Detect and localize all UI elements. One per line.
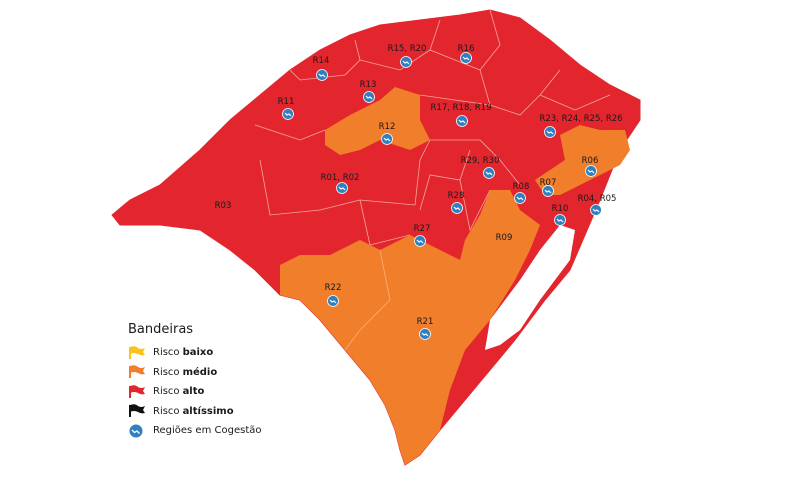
- region-label: R27: [414, 224, 431, 234]
- region-label: R13: [360, 80, 377, 90]
- handshake-icon: [462, 56, 470, 61]
- handshake-icon: [416, 239, 424, 244]
- handshake-icon: [383, 137, 391, 142]
- cogestao-icon: [129, 424, 143, 438]
- legend-item: Regiões em Cogestão: [128, 421, 262, 441]
- region-border-r22-r21: [344, 249, 391, 351]
- legend-label: Risco: [153, 347, 180, 359]
- legend-label: Risco: [153, 366, 180, 378]
- handshake-icon: [546, 130, 554, 135]
- legend-title: Bandeiras: [128, 322, 194, 337]
- legend-label-level: baixo: [182, 347, 214, 359]
- region-label: R15, R20: [388, 44, 427, 54]
- lagoa-dos-patos: [485, 225, 575, 350]
- handshake-icon: [453, 206, 461, 211]
- region-label: R07: [540, 178, 557, 188]
- handshake-icon: [402, 60, 410, 65]
- region-label: R06: [582, 156, 599, 166]
- flag-icon: [129, 404, 145, 418]
- region-label: R10: [552, 204, 569, 214]
- legend: Bandeiras Risco baixo Risco médio Risco alto R…: [128, 322, 262, 441]
- region-label: R17, R18, R19: [431, 103, 492, 113]
- region-label: R16: [458, 44, 475, 54]
- region-label: R12: [379, 122, 396, 132]
- legend-item: Risco altíssimo: [128, 402, 262, 422]
- region-label: R29, R30: [461, 156, 500, 166]
- region-label: R08: [513, 182, 530, 192]
- flag-icon: [129, 384, 145, 398]
- region-label: R14: [313, 56, 330, 66]
- legend-label-level: altíssimo: [182, 405, 234, 417]
- legend-label-level: alto: [182, 386, 205, 398]
- region-label: R23, R24, R25, R26: [539, 114, 622, 124]
- region-label: R11: [278, 97, 295, 107]
- legend-label: Risco: [153, 386, 180, 398]
- handshake-icon: [485, 171, 493, 176]
- handshake-icon: [516, 196, 524, 201]
- region-r12-medio: [325, 87, 430, 155]
- region-label: R09: [496, 233, 513, 243]
- legend-label: Risco: [153, 405, 180, 417]
- region-label: R04, R05: [578, 194, 617, 204]
- flag-icon: [129, 345, 145, 359]
- handshake-icon: [421, 332, 429, 337]
- legend-label: Regiões em Cogestão: [153, 425, 262, 437]
- handshake-icon: [365, 95, 373, 100]
- handshake-icon: [544, 189, 552, 194]
- handshake-icon: [556, 218, 564, 223]
- handshake-icon: [329, 299, 337, 304]
- legend-label-level: médio: [182, 366, 218, 378]
- legend-item: Risco médio: [128, 363, 262, 383]
- legend-item: Risco baixo: [128, 343, 262, 363]
- region-south-medio: [280, 190, 540, 465]
- flag-icon: [129, 365, 145, 379]
- handshake-icon: [587, 169, 595, 174]
- handshake-icon: [318, 73, 326, 78]
- region-label: R21: [417, 317, 434, 327]
- handshake-icon: [284, 112, 292, 117]
- handshake-icon: [458, 119, 466, 124]
- region-label: R01, R02: [321, 173, 360, 183]
- legend-item: Risco alto: [128, 382, 262, 402]
- region-r06-r07-medio: [535, 125, 630, 195]
- region-label: R03: [215, 201, 232, 211]
- region-label: R28: [448, 191, 465, 201]
- region-label: R22: [325, 283, 342, 293]
- handshake-icon: [338, 186, 346, 191]
- handshake-icon: [592, 208, 600, 213]
